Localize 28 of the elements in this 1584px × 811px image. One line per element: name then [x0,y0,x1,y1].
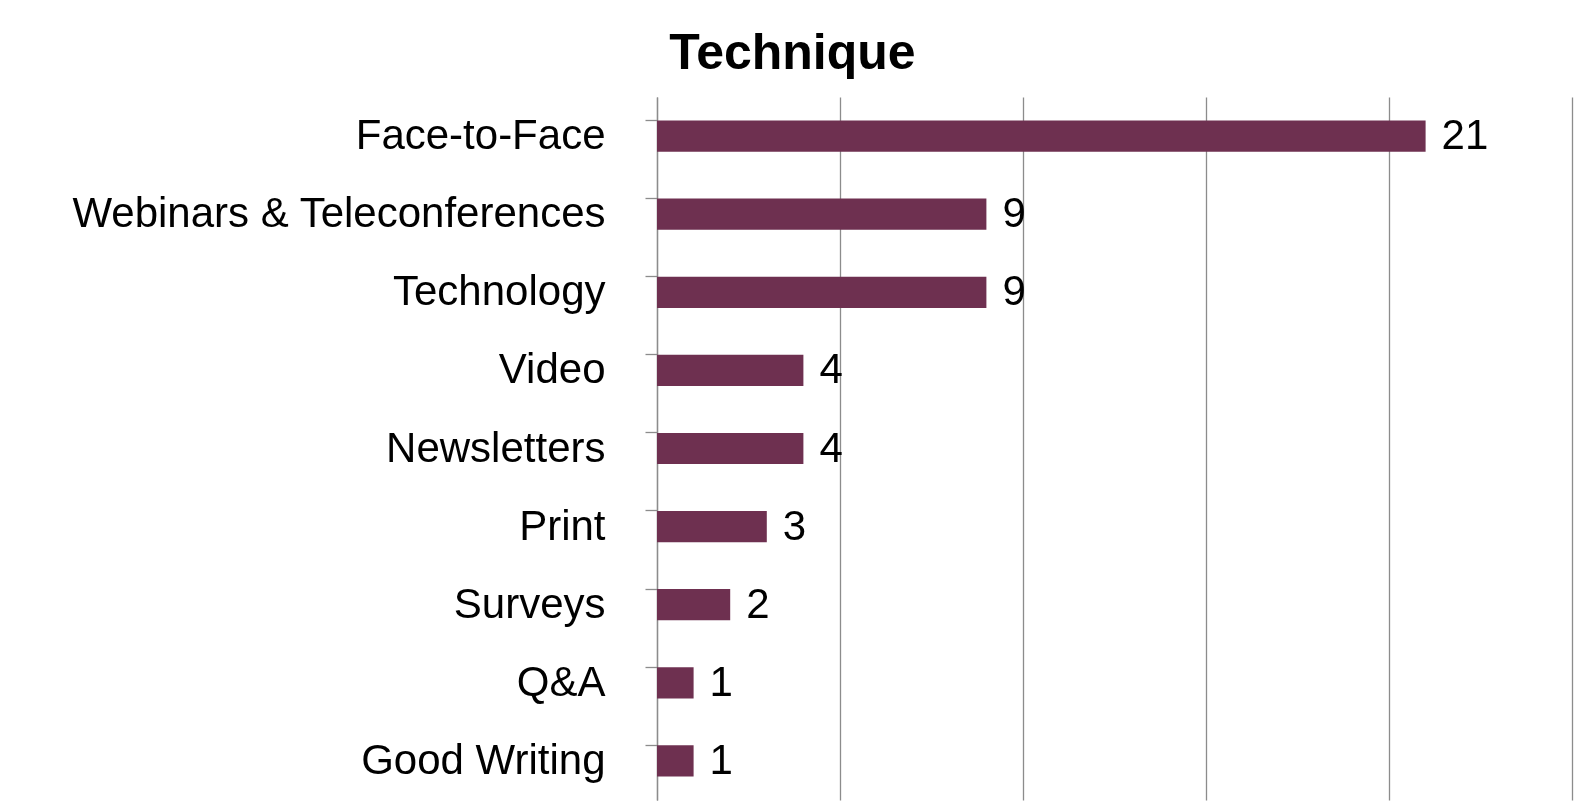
y-tick-label: Face-to-Face [355,111,606,159]
y-tick-label: Webinars & Teleconferences [72,189,606,237]
bar [657,745,694,777]
bar [657,510,767,543]
y-tick-label: Video [498,345,606,393]
bar [657,667,694,699]
chart-title: Technique [669,24,916,80]
data-label: 4 [819,345,843,393]
y-tick-label: Newsletters [386,423,606,471]
bar [657,276,987,308]
bar [657,354,804,387]
data-label: 1 [709,657,733,705]
y-tick-label: Q&A [516,657,606,705]
bar [657,198,987,230]
data-label: 1 [709,735,733,783]
data-label: 3 [782,501,807,549]
y-tick-label: Surveys [453,579,606,627]
data-label: 2 [746,579,770,627]
y-tick-label: Print [519,501,606,549]
y-tick-label: Good Writing [361,735,606,783]
data-label: 9 [1002,189,1026,237]
bar [657,589,731,621]
data-label: 21 [1441,111,1489,159]
y-tick-label: Technology [393,267,606,315]
bar [657,432,804,465]
data-label: 9 [1002,267,1026,315]
data-label: 4 [819,423,843,471]
bar [657,120,1426,152]
